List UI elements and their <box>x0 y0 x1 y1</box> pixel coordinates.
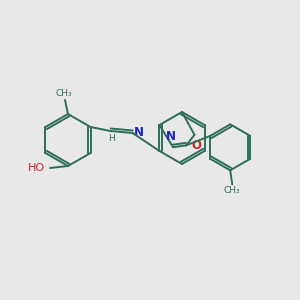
Text: H: H <box>108 134 115 143</box>
Text: O: O <box>191 139 202 152</box>
Text: N: N <box>166 130 176 143</box>
Text: N: N <box>134 125 143 139</box>
Text: HO: HO <box>28 163 45 173</box>
Text: CH₃: CH₃ <box>224 186 241 195</box>
Text: CH₃: CH₃ <box>56 89 72 98</box>
